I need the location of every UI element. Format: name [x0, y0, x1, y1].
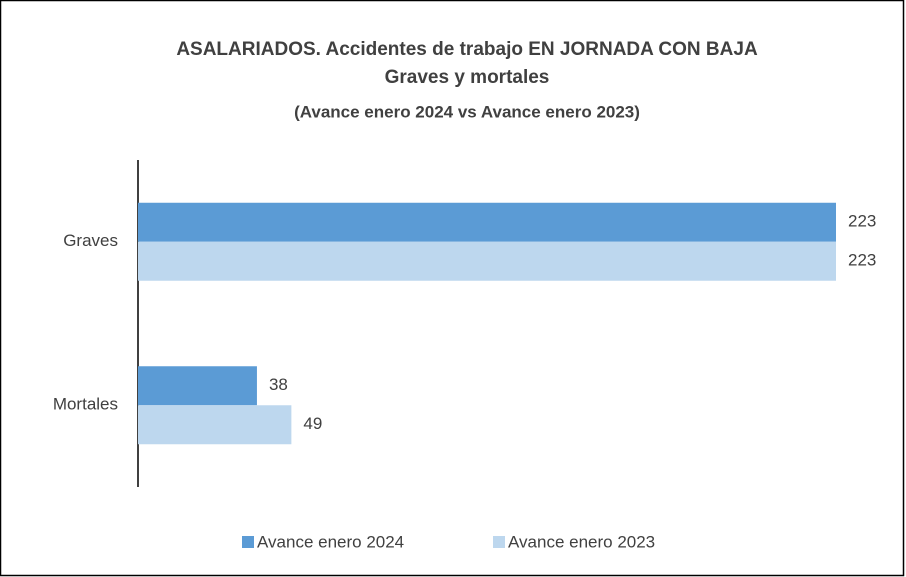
y-tick-label: Mortales	[53, 395, 118, 414]
legend-label: Avance enero 2023	[508, 532, 655, 551]
chart-annotation: (Avance enero 2024 vs Avance enero 2023)	[294, 102, 640, 121]
y-tick-label: Graves	[63, 231, 118, 250]
bar	[138, 202, 836, 242]
legend-label: Avance enero 2024	[257, 532, 404, 551]
bar	[138, 366, 257, 406]
data-label: 38	[269, 375, 288, 394]
chart-title: ASALARIADOS. Accidentes de trabajo EN JO…	[176, 39, 758, 60]
bar	[138, 405, 292, 445]
bar	[138, 241, 836, 281]
chart-subtitle: Graves y mortales	[385, 67, 550, 88]
data-label: 223	[848, 251, 876, 270]
legend-swatch	[242, 536, 254, 548]
data-label: 49	[303, 414, 322, 433]
legend-swatch	[493, 536, 505, 548]
data-label: 223	[848, 212, 876, 231]
